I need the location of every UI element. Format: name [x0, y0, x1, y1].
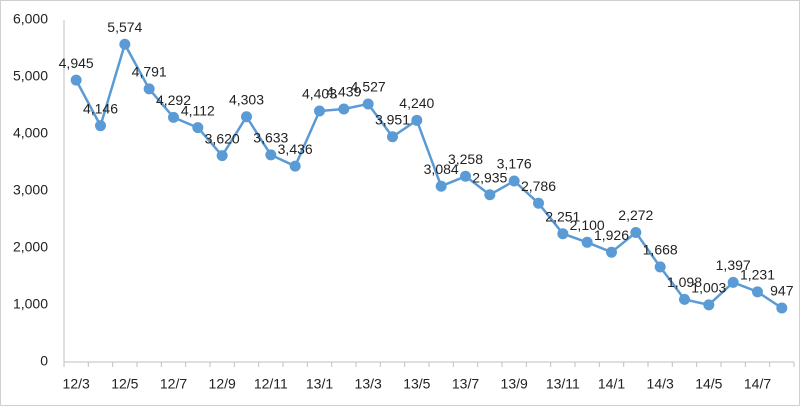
point: [435, 180, 447, 192]
point: [508, 175, 520, 187]
point: [411, 114, 423, 126]
x-tick-label: 14/7: [744, 376, 771, 392]
data-label: 1,003: [691, 280, 726, 296]
data-label: 5,574: [107, 19, 142, 35]
point: [338, 103, 350, 115]
point: [533, 197, 544, 209]
data-label: 2,272: [618, 207, 653, 223]
x-tick-label: 14/1: [598, 376, 625, 392]
data-label: 947: [770, 283, 794, 299]
data-label: 4,292: [156, 92, 191, 108]
y-tick-label: 6,000: [13, 11, 48, 27]
data-label: 1,668: [643, 242, 678, 258]
x-tick-label: 14/5: [695, 376, 722, 392]
point: [168, 111, 179, 123]
x-tick-label: 13/3: [355, 376, 382, 392]
x-tick-label: 13/9: [501, 376, 528, 392]
point: [387, 131, 398, 143]
point: [557, 228, 569, 240]
point: [484, 189, 496, 201]
point: [143, 83, 155, 95]
data-label: 4,791: [132, 64, 167, 80]
data-label: 2,935: [472, 169, 507, 185]
point: [216, 150, 228, 162]
point: [95, 120, 106, 132]
x-tick-label: 13/1: [306, 376, 333, 392]
y-tick-label: 4,000: [13, 125, 48, 141]
data-label: 4,112: [181, 102, 215, 118]
data-label: 3,620: [205, 130, 240, 146]
point: [460, 170, 471, 182]
y-tick-label: 5,000: [13, 68, 48, 84]
data-label: 1,231: [740, 267, 775, 283]
data-label: 1,397: [716, 257, 751, 273]
data-label: 4,303: [229, 91, 264, 107]
data-label: 4,439: [326, 84, 361, 100]
x-tick-label: 14/3: [647, 376, 674, 392]
point: [776, 302, 788, 314]
data-label: 4,146: [83, 100, 118, 116]
x-tick-label: 13/5: [403, 376, 430, 392]
y-tick-label: 3,000: [13, 182, 48, 198]
data-label: 1,098: [667, 274, 702, 290]
data-label: 4,403: [302, 86, 337, 102]
point: [192, 122, 204, 134]
x-tick-label: 12/11: [254, 376, 288, 392]
data-label: 2,100: [570, 217, 605, 233]
x-tick-label: 12/5: [111, 376, 138, 392]
data-label: 3,084: [424, 161, 459, 177]
x-tick-label: 12/7: [160, 376, 187, 392]
point: [654, 261, 666, 273]
data-label: 3,258: [448, 151, 483, 167]
data-label: 2,251: [545, 208, 580, 224]
point: [606, 246, 617, 258]
point: [703, 299, 715, 311]
data-label: 3,436: [278, 141, 313, 157]
point: [289, 160, 301, 172]
data-label: 3,951: [375, 111, 410, 127]
point: [362, 98, 374, 110]
point: [314, 105, 325, 117]
point: [119, 38, 131, 50]
x-tick-label: 12/9: [209, 376, 236, 392]
data-label: 4,945: [59, 55, 94, 71]
data-label: 4,527: [351, 79, 386, 95]
data-label: 3,176: [497, 156, 532, 172]
data-label: 4,240: [399, 95, 434, 111]
y-tick-label: 1,000: [13, 296, 48, 312]
point: [630, 226, 642, 238]
x-tick-label: 13/7: [452, 376, 479, 392]
point: [581, 236, 593, 248]
point: [679, 293, 690, 305]
data-label: 3,633: [253, 130, 288, 146]
y-tick-label: 0: [40, 353, 48, 369]
point: [241, 111, 252, 123]
point: [727, 276, 739, 288]
point: [265, 149, 277, 161]
x-tick-label: 12/3: [63, 376, 90, 392]
point: [70, 74, 82, 86]
data-label: 2,786: [521, 178, 556, 194]
point: [752, 286, 763, 298]
x-tick-label: 13/11: [546, 376, 580, 392]
y-tick-label: 2,000: [13, 239, 48, 255]
data-label: 1,926: [594, 227, 629, 243]
